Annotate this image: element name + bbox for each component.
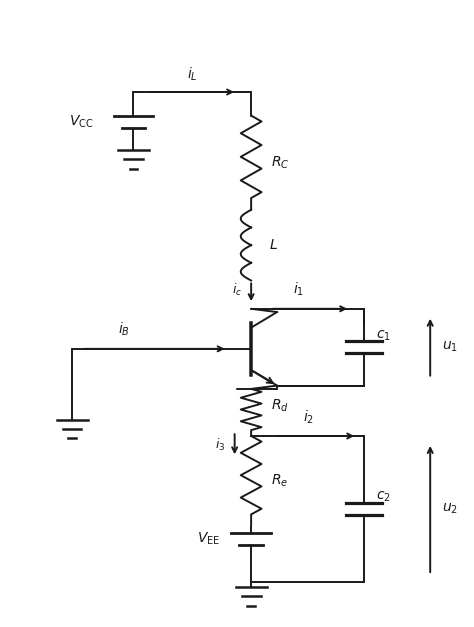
Text: $u_1$: $u_1$	[442, 340, 458, 354]
Text: $i_2$: $i_2$	[303, 408, 314, 426]
Text: $i_c$: $i_c$	[232, 282, 243, 298]
Text: $L$: $L$	[269, 238, 278, 252]
Text: $i_B$: $i_B$	[118, 321, 130, 339]
Text: $c_1$: $c_1$	[376, 328, 391, 342]
Text: $i_L$: $i_L$	[187, 65, 198, 83]
Text: $i_1$: $i_1$	[293, 281, 304, 298]
Text: $i_3$: $i_3$	[215, 438, 225, 453]
Text: $R_d$: $R_d$	[271, 397, 289, 414]
Text: $c_2$: $c_2$	[376, 490, 391, 505]
Text: $R_e$: $R_e$	[271, 473, 288, 489]
Text: $V_{\rm CC}$: $V_{\rm CC}$	[69, 113, 93, 130]
Text: $R_C$: $R_C$	[271, 154, 289, 171]
Text: $V_{\rm EE}$: $V_{\rm EE}$	[197, 530, 220, 547]
Text: $u_2$: $u_2$	[442, 502, 458, 516]
